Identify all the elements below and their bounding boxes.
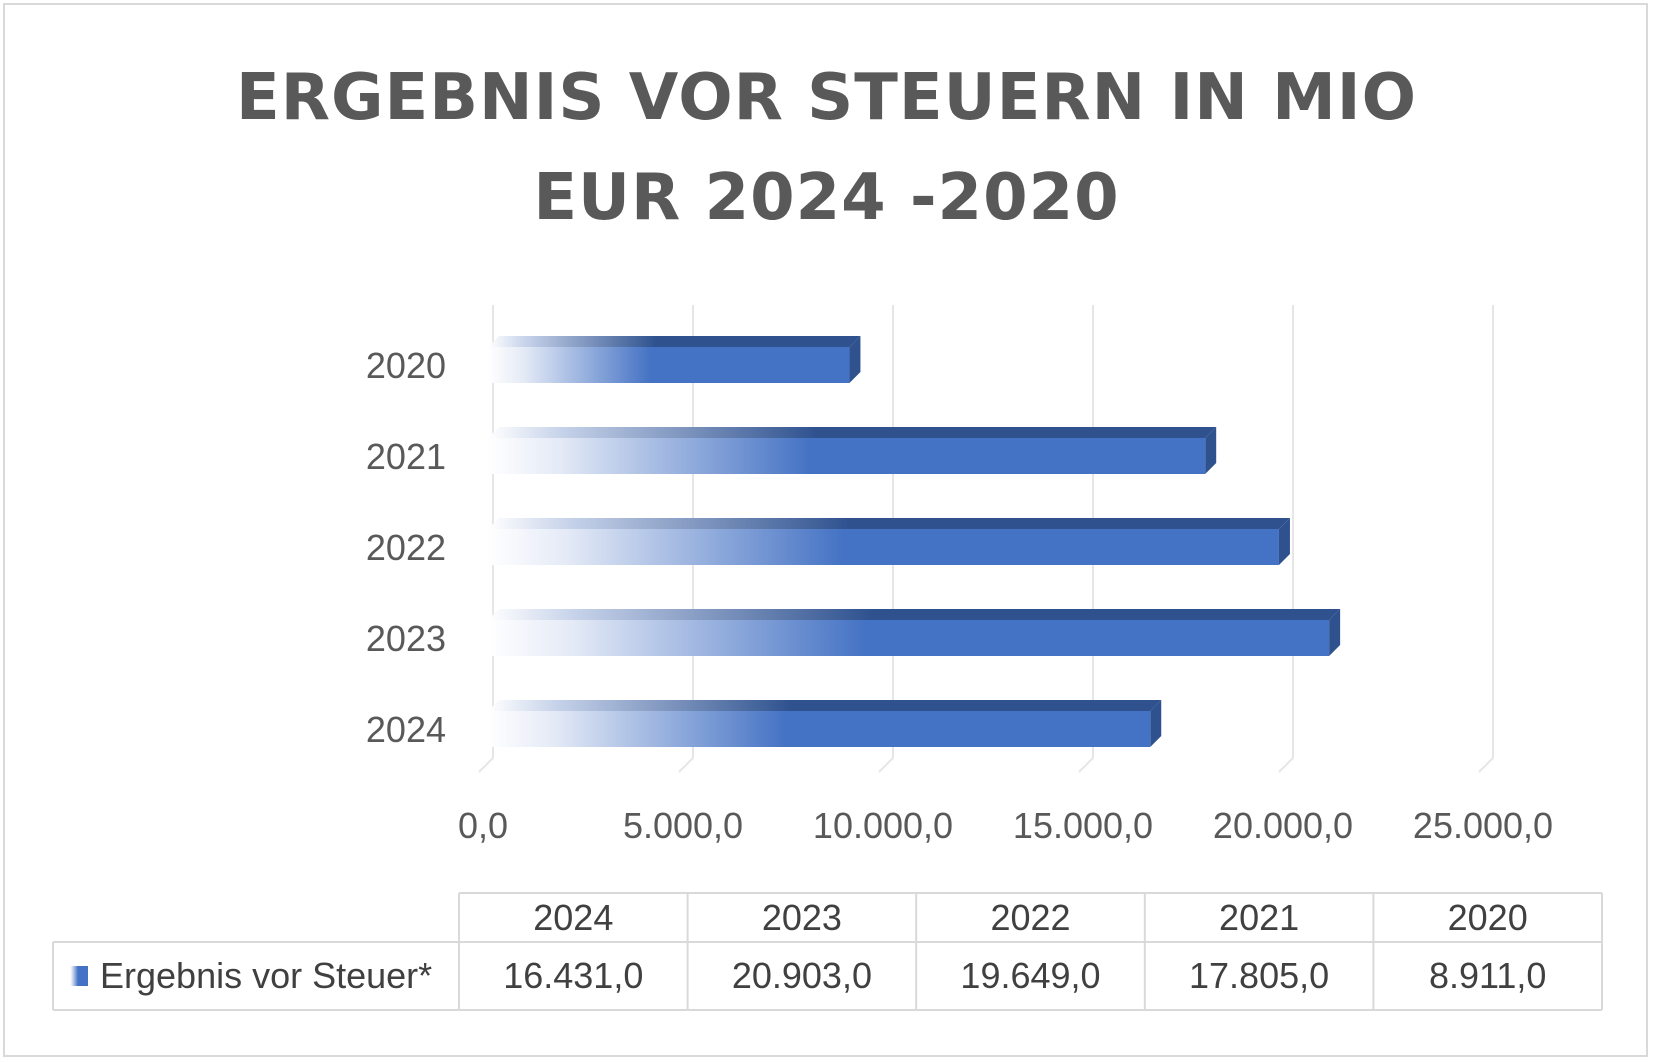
x-tick-label: 15.000,0 [1013,805,1153,846]
category-label: 2023 [366,618,446,659]
table-header-cell: 2021 [1219,897,1299,938]
x-tick-label: 20.000,0 [1213,805,1353,846]
table-value-cell: 17.805,0 [1189,955,1329,996]
bar [488,347,850,383]
chart-title-line-1: ERGEBNIS VOR STEUERN IN MIO [236,61,1417,135]
gridline-floor [478,757,494,773]
table-header-cell: 2022 [990,897,1070,938]
bar-side-face [849,336,861,383]
bar-top-face [488,700,1162,711]
table-header-cell: 2024 [533,897,613,938]
category-label: 2021 [366,436,446,477]
bar [488,711,1151,747]
x-tick-label: 10.000,0 [813,805,953,846]
x-tick-label: 25.000,0 [1413,805,1553,846]
legend-key [70,966,88,986]
category-label: 2024 [366,709,446,750]
bar-top-face [488,609,1341,620]
bar-top-face [488,518,1290,529]
bar-side-face [1329,609,1341,656]
category-label: 2020 [366,345,446,386]
table-value-cell: 16.431,0 [503,955,643,996]
bar [488,620,1330,656]
x-tick-label: 0,0 [458,805,508,846]
bar-side-face [1150,700,1162,747]
x-axis-ticks: 0,0 5.000,0 10.000,0 15.000,0 20.000,0 25.000… [458,805,1553,846]
bar-side-face [1205,427,1217,474]
table-value-cell: 20.903,0 [732,955,872,996]
gridline-floor [1478,757,1494,773]
bar-top-face [488,336,861,347]
gridline-floor [878,757,894,773]
table-header-cell: 2023 [762,897,842,938]
x-tick-label: 5.000,0 [623,805,743,846]
chart-title-line-2: EUR 2024 -2020 [533,161,1120,235]
table-row-label: Ergebnis vor Steuer* [100,955,432,996]
table-value-cell: 8.911,0 [1429,955,1546,996]
bar-side-face [1278,518,1290,565]
table-value-cell: 19.649,0 [960,955,1100,996]
chart-title: ERGEBNIS VOR STEUERN IN MIO EUR 2024 -20… [0,48,1653,248]
category-label: 2022 [366,527,446,568]
gridline-floor [1278,757,1294,773]
bar [488,438,1206,474]
table-header-cell: 2020 [1448,897,1528,938]
category-labels: 2024 2023 2022 2021 2020 [366,345,446,750]
data-table: 2024 2023 2022 2021 2020 16.431,0 20.903,0 19.6… [52,892,1603,1011]
gridline-floor [678,757,694,773]
bars [488,336,1341,747]
bar-top-face [488,427,1217,438]
bar [488,529,1279,565]
gridline-floor [1078,757,1094,773]
